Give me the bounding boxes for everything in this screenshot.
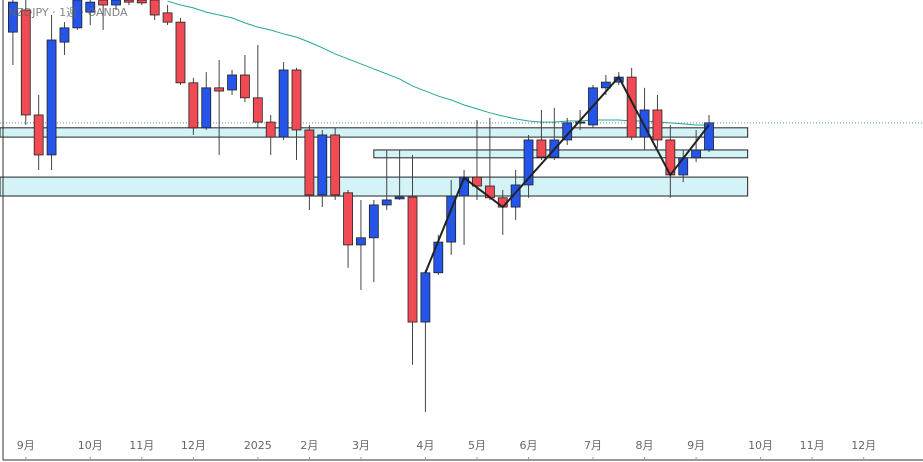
candle-body [85, 1, 96, 13]
candle-body [562, 122, 573, 141]
candle-body [20, 9, 31, 116]
candle-body [201, 87, 212, 129]
moving-average [167, 0, 710, 126]
x-tick-label: 3月 [352, 439, 370, 452]
zone [373, 149, 749, 159]
candle-body [368, 204, 379, 239]
candle-body [536, 139, 547, 158]
candle-body [472, 176, 482, 187]
candle-body [510, 184, 521, 208]
candle-body [214, 87, 225, 92]
candle-body [124, 0, 134, 3]
candle-body [652, 109, 663, 141]
candle-body [149, 0, 160, 16]
candle-body [291, 69, 302, 131]
x-tick-label: 9月 [687, 439, 705, 452]
x-tick-label: 12月 [181, 439, 206, 452]
candle-body [240, 74, 250, 99]
x-tick-label: 10月 [78, 439, 103, 452]
candle-body [523, 139, 534, 186]
candle-body [98, 0, 109, 6]
candle-body [407, 196, 418, 323]
chart-title: NZDJPY · 1週 · OANDA [8, 6, 128, 19]
candle-body [111, 0, 121, 6]
candle-body [317, 134, 328, 196]
candle-body [188, 82, 199, 129]
zone [0, 176, 749, 197]
x-tick-label: 8月 [636, 439, 654, 452]
candle-body [330, 134, 341, 196]
candle-body [7, 1, 18, 33]
candle-body [33, 114, 44, 156]
candle-body [304, 129, 315, 196]
candle-body [72, 0, 83, 29]
candle-body [639, 109, 650, 138]
candle-body [162, 12, 173, 23]
x-tick-label: 10月 [748, 439, 773, 452]
candle-body [420, 272, 431, 323]
candle-body [227, 74, 237, 91]
candle-body [252, 97, 263, 123]
candle-body [59, 27, 70, 43]
candle-body [175, 21, 186, 84]
zigzag-line [424, 75, 710, 274]
candle-body [381, 199, 392, 206]
x-tick-label: 5月 [468, 439, 486, 452]
x-tick-label: 9月 [17, 439, 35, 452]
candle-body [136, 0, 147, 4]
candle-body [278, 69, 289, 138]
x-tick-label: 11月 [129, 439, 154, 452]
candle-body [678, 157, 689, 176]
x-tick-label: 7月 [584, 439, 602, 452]
x-tick-label: 2月 [300, 439, 318, 452]
candle-body [600, 81, 611, 89]
zone [0, 127, 749, 138]
candle-body [343, 192, 353, 246]
candle-body [575, 121, 585, 124]
candle-body [46, 39, 57, 156]
x-tick-label: 12月 [851, 439, 876, 452]
x-tick-label: 2025 [244, 439, 272, 452]
candle-body [356, 237, 366, 246]
candle-body [265, 121, 276, 138]
x-tick-label: 4月 [416, 439, 434, 452]
candle-body [394, 196, 405, 200]
candle-body [626, 76, 637, 138]
x-tick-label: 11月 [800, 439, 825, 452]
candle-body [691, 149, 702, 159]
x-tick-label: 6月 [520, 439, 538, 452]
candle-body [704, 122, 714, 151]
